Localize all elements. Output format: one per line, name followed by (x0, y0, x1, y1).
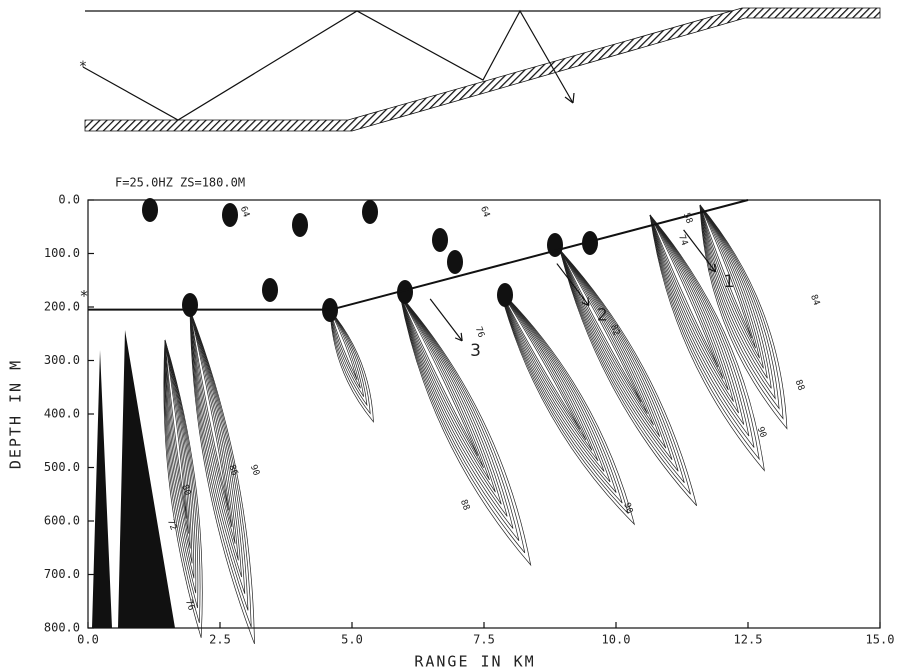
contour-line (190, 310, 251, 627)
chart-title: F=25.0HZ ZS=180.0M (115, 176, 245, 190)
contour-line (500, 290, 580, 429)
contour-label: 58 (681, 212, 694, 226)
contour-line (190, 310, 245, 594)
annotation: 1 (724, 272, 735, 292)
contour-blob (547, 233, 563, 257)
contour-line (560, 250, 678, 471)
contour-line (400, 295, 478, 456)
y-tick-label: 300.0 (44, 353, 80, 367)
x-tick-label: 0.0 (77, 633, 99, 647)
y-tick-label: 200.0 (44, 300, 80, 314)
x-axis-label: RANGE IN KM (414, 653, 535, 671)
contour-label: 84 (808, 293, 821, 307)
contour-blob (432, 228, 448, 252)
contour-label: 64 (238, 205, 251, 219)
contour-blob (142, 198, 158, 222)
y-axis-label: DEPTH IN M (7, 359, 25, 469)
contour-line (330, 310, 367, 405)
contour-label: 90 (755, 426, 768, 440)
contour-blob (222, 203, 238, 227)
contour-line (500, 290, 610, 482)
annotation-arrow (430, 299, 462, 341)
contour-line (400, 295, 495, 492)
annotation: 3 (470, 341, 481, 361)
contour-blob (92, 330, 175, 628)
contour-line (650, 215, 749, 436)
contour-line (700, 205, 771, 388)
contour-line (190, 310, 232, 527)
contour-label: 88 (458, 498, 471, 512)
plot-area (88, 198, 880, 644)
contour-line (400, 295, 525, 553)
contour-line (190, 310, 248, 610)
y-tick-label: 500.0 (44, 460, 80, 474)
contour-blob (497, 283, 513, 307)
contour-line (400, 295, 513, 529)
contour-line (400, 295, 531, 565)
contour-line (330, 310, 364, 397)
contour-line (400, 295, 484, 468)
y-tick-label: 0.0 (58, 193, 80, 207)
contour-line (330, 310, 370, 413)
contour-label: 76 (473, 326, 486, 340)
x-tick-label: 2.5 (209, 633, 231, 647)
contour-line (500, 290, 586, 440)
contour-label: 90 (621, 502, 634, 516)
y-tick-label: 800.0 (44, 621, 80, 635)
contour-line (400, 295, 507, 516)
contour-blob (447, 250, 463, 274)
contour-blob (362, 200, 378, 224)
contour-label: 90 (248, 464, 261, 478)
source-marker: * (79, 287, 88, 305)
y-tick-label: 100.0 (44, 246, 80, 260)
annotation: 2 (597, 306, 608, 326)
y-tick-label: 700.0 (44, 567, 80, 581)
y-tick-label: 600.0 (44, 514, 80, 528)
contour-blob (292, 213, 308, 237)
contour-label: 74 (676, 233, 689, 247)
x-tick-label: 15.0 (866, 633, 895, 647)
contour-line (190, 310, 242, 577)
contour-label: 88 (793, 378, 806, 392)
bottom-line (88, 200, 748, 310)
contour-line (560, 250, 672, 460)
ray-diagram: * (79, 8, 880, 131)
contour-blob (262, 278, 278, 302)
contour-label: 76 (183, 598, 196, 612)
contour-line (560, 250, 641, 402)
contour-blob (182, 293, 198, 317)
contour-label: 64 (478, 205, 491, 219)
x-tick-label: 7.5 (473, 633, 495, 647)
y-tick-label: 400.0 (44, 407, 80, 421)
x-tick-label: 10.0 (602, 633, 631, 647)
x-tick-label: 5.0 (341, 633, 363, 647)
chart: * F=25.0HZ ZS=180.0M RANGE IN KM DEPTH I… (0, 0, 899, 672)
svg-text:*: * (79, 59, 87, 75)
x-tick-label: 12.5 (734, 633, 763, 647)
